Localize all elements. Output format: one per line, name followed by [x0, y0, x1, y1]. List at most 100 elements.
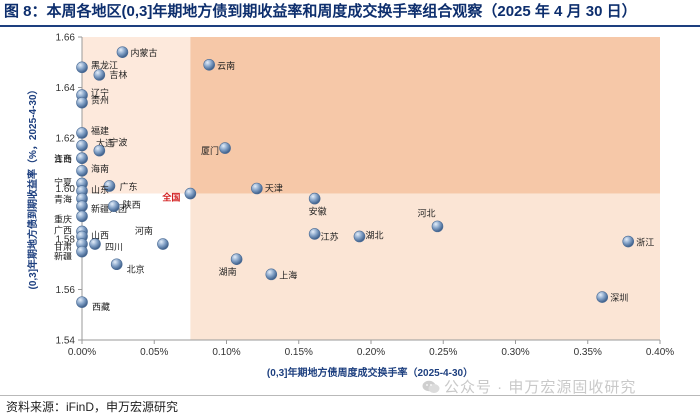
y-tick-label: 1.58: [56, 235, 76, 246]
point-label: 西藏: [92, 301, 110, 312]
point-label: 新疆: [54, 251, 72, 262]
point-label: 湖南: [219, 266, 237, 277]
data-point: [107, 200, 120, 212]
reference-point: [184, 187, 197, 200]
data-point: [157, 238, 169, 250]
x-axis-label: (0,3]年期地方债周度成交换手率（2025-4-30）: [267, 366, 473, 379]
point-label: 宁波: [109, 137, 127, 148]
data-point: [596, 291, 609, 303]
data-point: [431, 220, 444, 233]
y-tick-label: 1.62: [56, 134, 76, 145]
data-point: [308, 192, 321, 205]
data-point: [93, 69, 106, 81]
point-label: 辽宁: [91, 87, 109, 98]
point-label: 河南: [135, 225, 153, 236]
point-label: 上海: [279, 269, 297, 280]
point-label: 内蒙古: [130, 47, 157, 58]
watermark-text: 公众号 · 申万宏源固收研究: [444, 379, 637, 396]
data-point: [116, 46, 129, 58]
point-label: 浙江: [636, 237, 654, 248]
x-tick-label: 0.30%: [501, 347, 529, 358]
reference-label: 全国: [161, 192, 180, 203]
point-label: 宁夏: [54, 176, 72, 187]
x-tick-label: 0.10%: [212, 347, 240, 358]
data-point: [76, 165, 88, 177]
point-label: 青海: [54, 194, 72, 205]
quadrant-top-right: [190, 37, 660, 194]
point-label: 重庆: [54, 213, 72, 224]
x-tick-label: 0.25%: [429, 347, 457, 358]
y-tick-label: 1.60: [56, 184, 76, 195]
scatter-chart: 0.00% 0.05% 0.10% 0.15% 0.20% 0.25% 0.30% 0.35%…: [26, 33, 675, 380]
point-label: 江苏: [321, 231, 339, 242]
point-label: 广东: [119, 181, 137, 192]
data-point: [251, 182, 263, 195]
data-point: [219, 142, 231, 154]
point-label: 贵州: [91, 95, 109, 106]
point-label: 甘肃: [54, 241, 72, 252]
point-label: 广西: [54, 224, 72, 235]
point-label: 北京: [127, 263, 145, 274]
point-label: 陕西: [123, 199, 141, 210]
data-point: [103, 180, 116, 192]
data-point: [203, 58, 215, 71]
x-tick-label: 0.40%: [646, 347, 674, 358]
figure-title: 图 8：本周各地区(0,3]年期地方债到期收益率和周度成交换手率组合观察（202…: [4, 3, 637, 20]
wechat-icon: [422, 380, 440, 393]
y-axis-label: (0,3]年期地方债到期收益率（%，2025-4-30）: [26, 84, 39, 289]
y-tick-label: 1.64: [56, 83, 76, 94]
axes: 0.00% 0.05% 0.10% 0.15% 0.20% 0.25% 0.30% 0.35%…: [56, 33, 675, 359]
data-point: [76, 152, 88, 164]
y-tick-label: 1.54: [56, 336, 76, 347]
data-point: [89, 238, 101, 250]
data-point: [622, 235, 635, 248]
quadrant-bottom-right: [190, 193, 660, 340]
data-point: [230, 253, 243, 265]
data-point: [265, 268, 278, 281]
point-label: 福建: [91, 125, 109, 136]
data-point: [76, 139, 88, 152]
point-label: 大连: [96, 138, 114, 149]
point-label: 江西: [54, 154, 72, 164]
point-label: 云南: [217, 60, 235, 71]
point-label: 青岛: [54, 153, 72, 164]
point-label: 天津: [265, 184, 283, 194]
x-tick-label: 0.20%: [357, 347, 385, 358]
y-tick-label: 1.56: [56, 285, 76, 296]
watermark: 公众号 · 申万宏源固收研究: [422, 376, 636, 397]
point-label: 黑龙江: [91, 59, 118, 70]
x-tick-label: 0.35%: [574, 347, 602, 358]
footer-divider: [0, 395, 700, 396]
data-point: [353, 230, 366, 243]
source-note: 资料来源：iFinD，申万宏源研究: [6, 400, 179, 414]
point-label: 山西: [91, 230, 109, 240]
point-label: 吉林: [109, 69, 127, 80]
point-label: 深圳: [610, 293, 628, 303]
data-point: [93, 144, 106, 157]
point-label: 安徽: [309, 206, 327, 217]
x-tick-label: 0.00%: [68, 347, 96, 358]
data-point: [76, 61, 88, 74]
point-label: 河北: [417, 207, 435, 218]
point-label: 厦门: [201, 145, 219, 156]
point-label: 湖北: [365, 230, 383, 240]
title-divider: [0, 25, 700, 27]
data-point: [76, 127, 88, 139]
x-tick-label: 0.05%: [140, 347, 168, 358]
data-point: [308, 228, 321, 240]
data-point: [76, 200, 88, 212]
point-label: 海南: [91, 163, 109, 174]
data-point: [76, 210, 88, 223]
quadrant-top-left: [82, 37, 191, 194]
y-tick-label: 1.66: [56, 33, 76, 44]
point-label: 四川: [105, 242, 123, 252]
quadrant-bottom-left: [82, 193, 191, 340]
data-point: [76, 296, 88, 308]
quadrant-backgrounds: [82, 37, 660, 340]
point-label: 山东: [91, 184, 109, 195]
x-tick-label: 0.15%: [285, 347, 313, 358]
data-point: [76, 96, 88, 109]
data-point: [110, 258, 123, 271]
data-point: [76, 245, 88, 258]
